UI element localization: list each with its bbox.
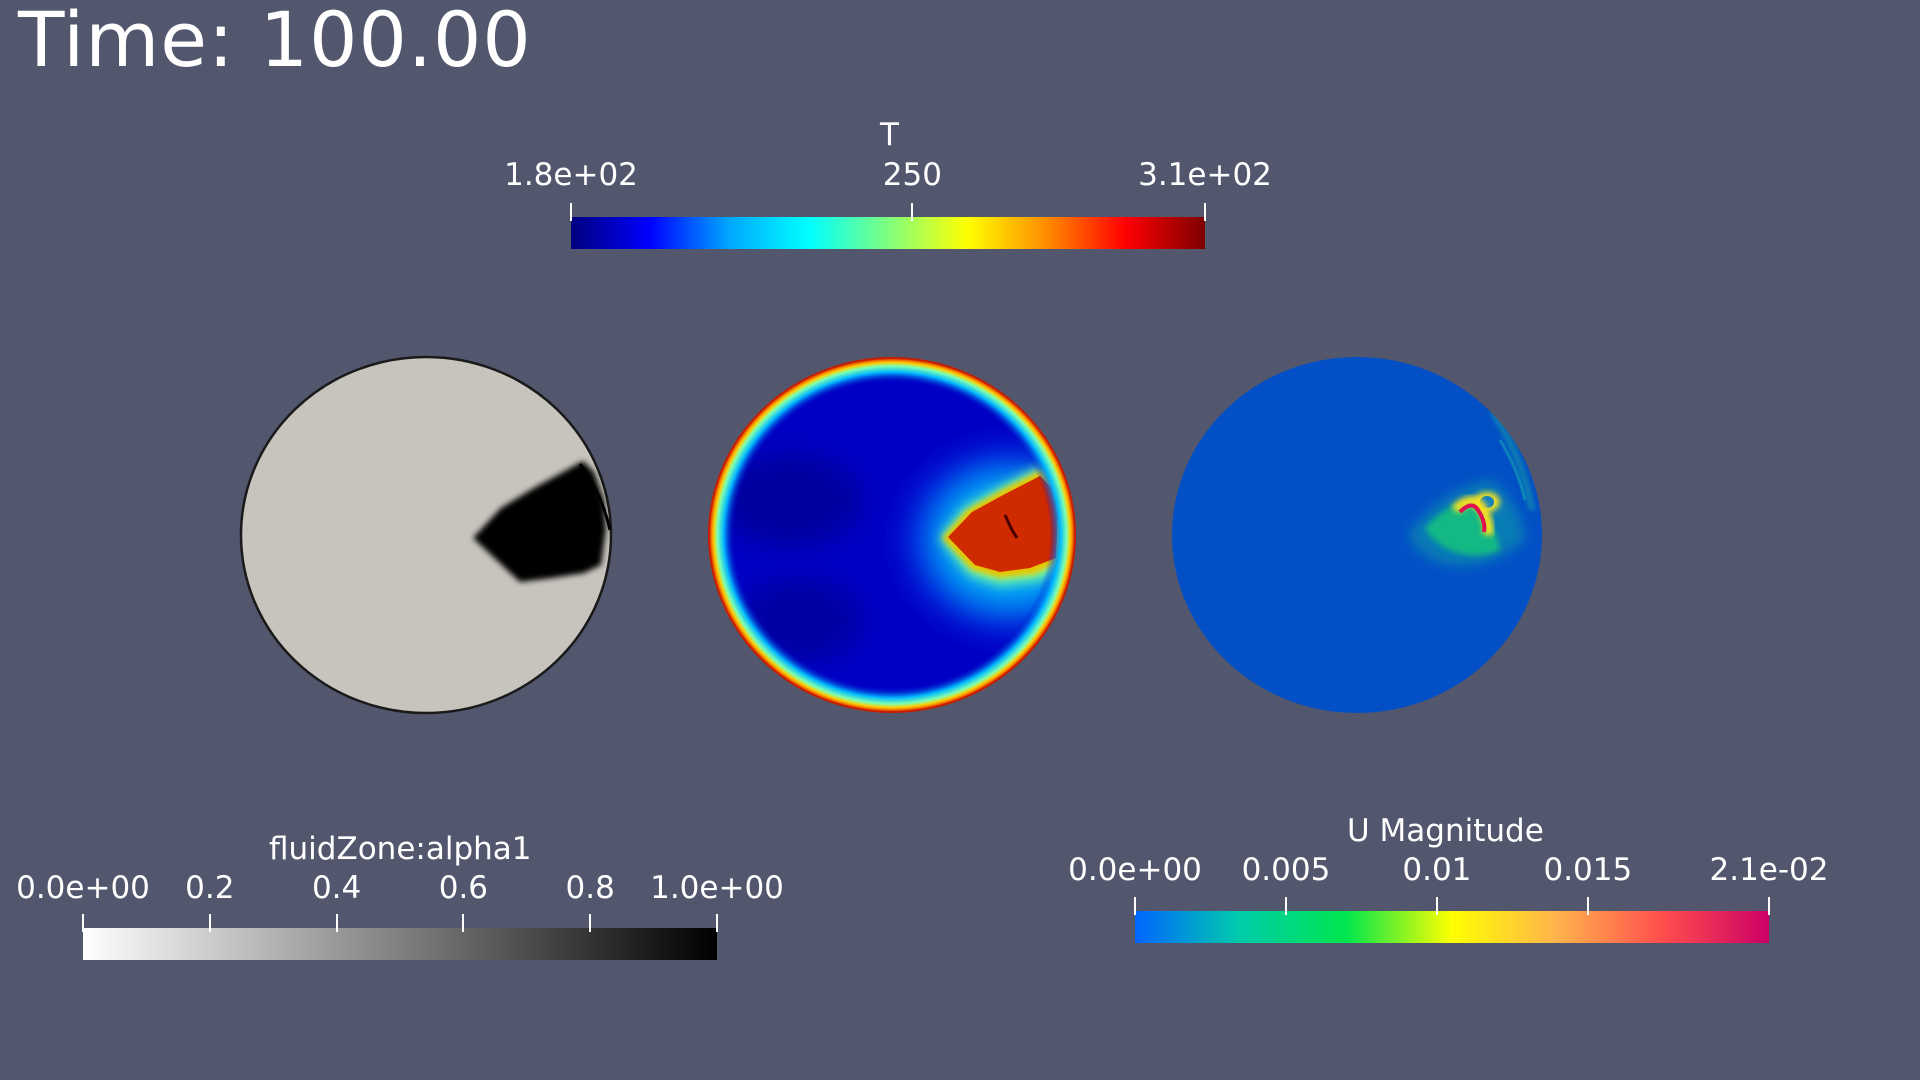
alpha1-colorbar-gradient	[83, 928, 717, 960]
temperature-view[interactable]	[708, 357, 1130, 713]
velocity-colorbar-gradient	[1135, 911, 1769, 943]
velocity-colorbar-tick	[1768, 897, 1770, 915]
velocity-colorbar-tick	[1435, 897, 1438, 915]
alpha1-colorbar-tick-label: 0.0e+00	[16, 870, 150, 906]
temperature-colorbar-tick-label: 250	[882, 157, 942, 193]
alpha1-colorbar-tick-label: 0.2	[185, 870, 235, 906]
velocity-colorbar-title: U Magnitude	[1347, 813, 1544, 849]
velocity-view[interactable]	[1172, 357, 1542, 713]
temperature-colorbar-tick	[570, 203, 572, 221]
time-annotation: Time: 100.00	[18, 0, 532, 84]
temperature-colorbar-tick-label: 1.8e+02	[504, 157, 638, 193]
alpha1-void-region	[473, 461, 606, 582]
alpha1-colorbar-tick-label: 0.4	[311, 870, 362, 906]
velocity-disk[interactable]	[1172, 357, 1542, 713]
temperature-colorbar-tick-label: 3.1e+02	[1138, 157, 1272, 193]
temperature-colorbar-tick	[1204, 203, 1206, 221]
velocity-colorbar-tick	[1284, 897, 1287, 915]
temperature-colorbar-gradient	[571, 217, 1205, 249]
alpha1-colorbar-title: fluidZone:alpha1	[269, 831, 532, 867]
alpha1-colorbar-tick-label: 0.8	[565, 870, 615, 906]
velocity-colorbar-tick	[1134, 897, 1136, 915]
alpha1-colorbar-tick-label: 0.6	[438, 870, 489, 906]
velocity-colorbar-tick-label: 0.0e+00	[1068, 852, 1202, 888]
velocity-colorbar-tick	[1586, 897, 1589, 915]
velocity-colorbar-tick-label: 0.01	[1402, 852, 1472, 888]
temperature-colorbar-title: T	[880, 117, 899, 153]
velocity-colorbar-tick-label: 0.005	[1241, 852, 1331, 888]
alpha1-colorbar-tick	[589, 914, 592, 932]
temperature-colorbar-tick	[911, 203, 914, 221]
velocity-colorbar-tick-label: 0.015	[1543, 852, 1633, 888]
alpha1-colorbar-tick	[335, 914, 338, 932]
alpha1-disk[interactable]	[239, 355, 613, 715]
alpha1-colorbar-tick	[208, 914, 211, 932]
alpha1-colorbar-tick	[716, 914, 718, 932]
alpha1-view[interactable]	[239, 355, 613, 715]
velocity-colorbar-tick-label: 2.1e-02	[1709, 852, 1829, 888]
alpha1-colorbar-tick-label: 1.0e+00	[650, 870, 784, 906]
alpha1-colorbar-tick	[462, 914, 465, 932]
alpha1-colorbar-tick	[82, 914, 84, 932]
